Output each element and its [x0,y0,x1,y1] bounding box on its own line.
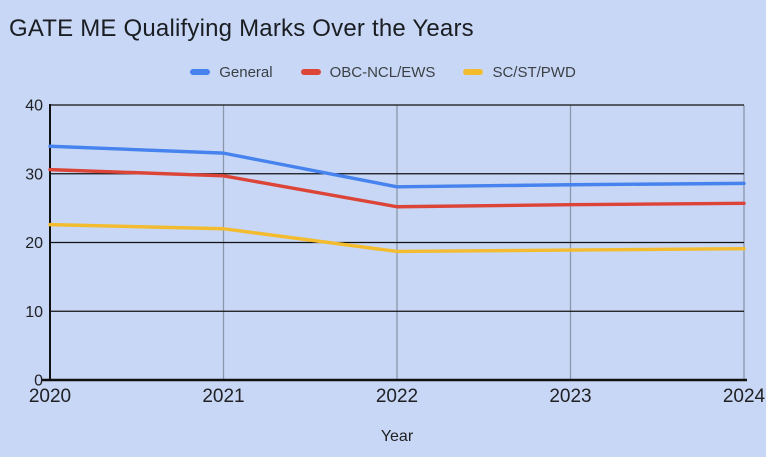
x-tick-label: 2024 [723,386,766,407]
y-tick-label: 10 [25,304,43,321]
legend-label: OBC-NCL/EWS [329,63,436,81]
legend-item: General [190,63,273,81]
series-line-obc-ncl-ews [48,167,746,209]
legend-label: General [219,63,273,81]
legend-item: OBC-NCL/EWS [300,63,436,81]
legend-swatch-icon [190,69,211,75]
x-tick-label: 2023 [549,386,591,407]
legend-swatch-icon [300,69,321,75]
y-tick-label: 0 [34,373,43,390]
x-axis-title: Year [380,428,414,445]
legend-swatch-icon [463,69,484,75]
series-line-sc-st-pwd [48,222,746,254]
chart-title: GATE ME Qualifying Marks Over the Years [9,15,474,42]
x-tick-label: 2022 [376,386,418,407]
y-tick-label: 40 [25,98,43,115]
legend-item: SC/ST/PWD [463,63,576,81]
x-tick-label: 2021 [202,386,244,407]
y-tick-label: 20 [25,235,43,252]
x-tick-label: 2020 [29,386,71,407]
y-tick-label: 30 [25,166,43,183]
legend-label: SC/ST/PWD [492,63,576,81]
legend: General OBC-NCL/EWS SC/ST/PWD [0,61,766,83]
series-line-general [48,144,746,189]
